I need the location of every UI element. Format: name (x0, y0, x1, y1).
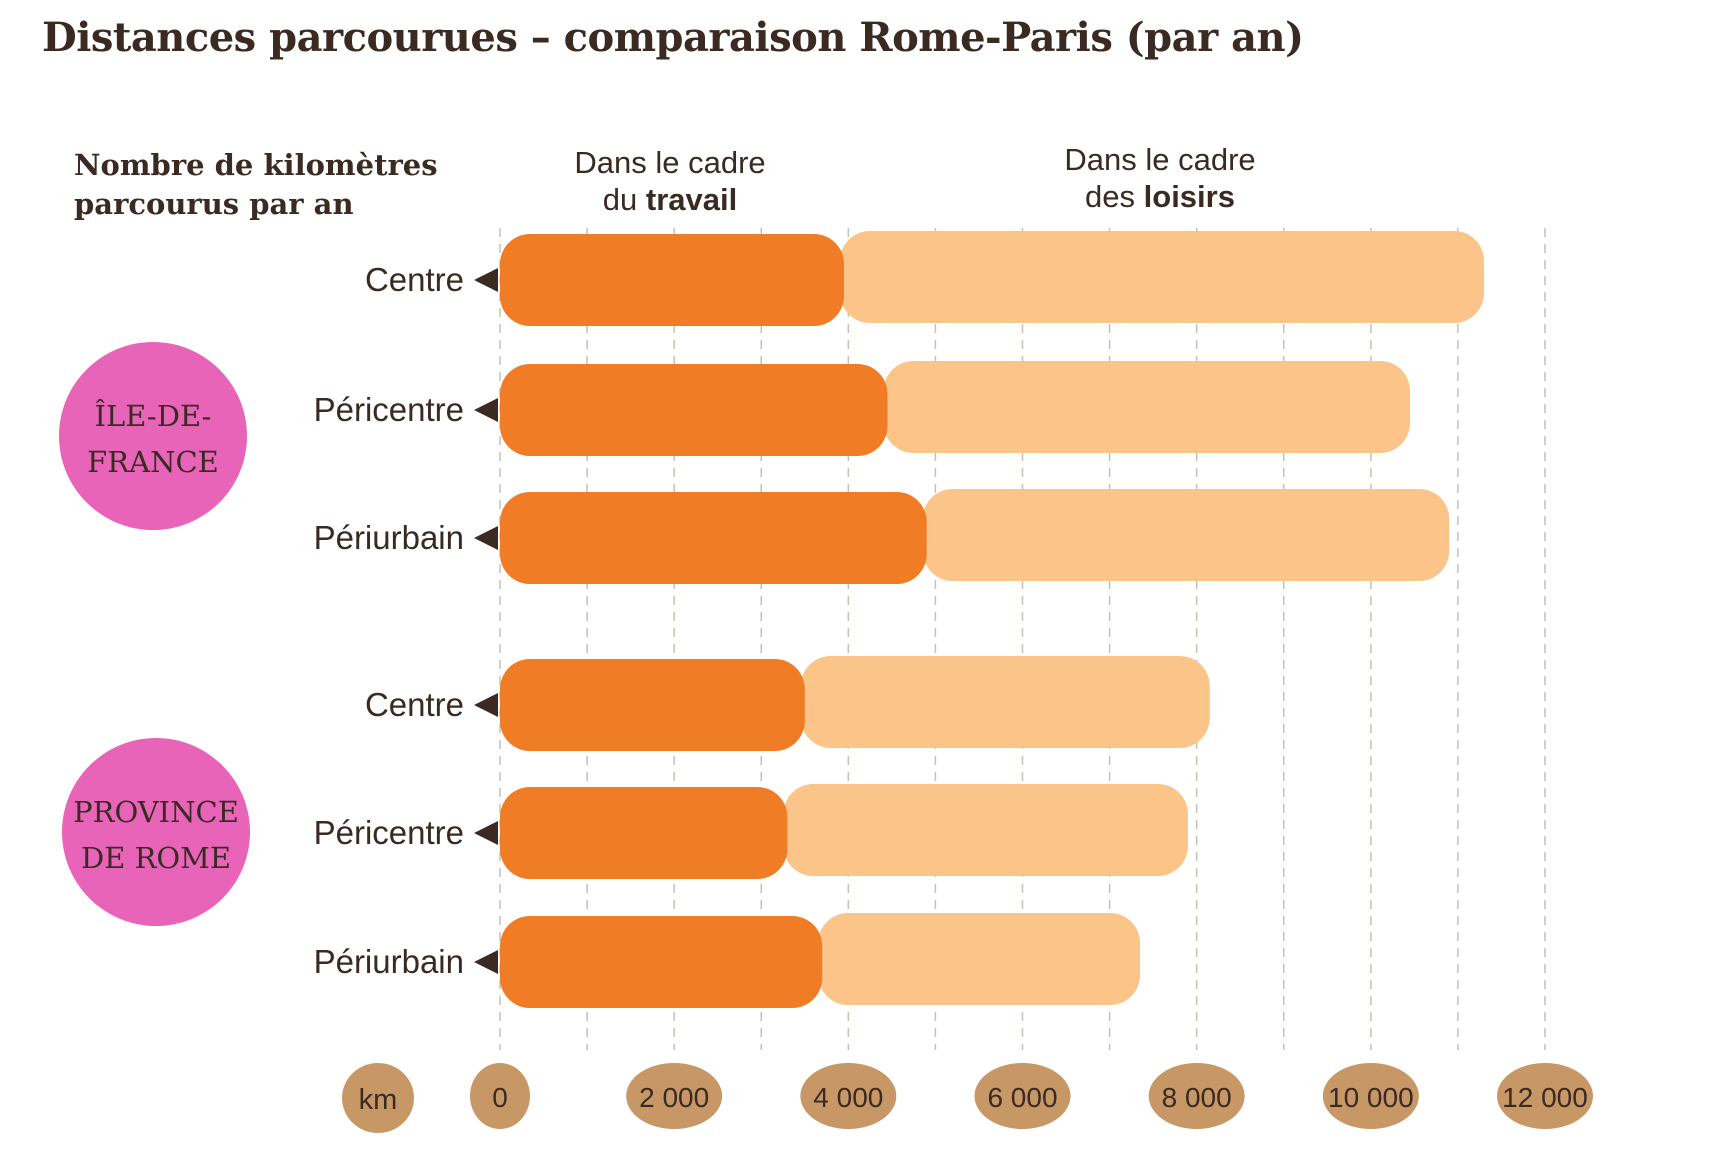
bar-work (500, 234, 844, 326)
category-label: Périurbain (314, 519, 464, 556)
tick-label: 6 000 (987, 1082, 1057, 1113)
tick-pill (626, 1063, 723, 1129)
tick-label: 10 000 (1328, 1082, 1414, 1113)
tick-pill (974, 1063, 1071, 1129)
row-pointer (474, 398, 498, 422)
y-axis-label-line-1: Nombre de kilomètres (74, 148, 438, 182)
header-leisure: Dans le cadre des loisirs (1010, 141, 1310, 215)
category-label: Péricentre (314, 814, 464, 851)
bar-leisure (800, 656, 1210, 748)
bar-leisure (883, 361, 1411, 453)
bar-work (500, 364, 888, 456)
bar-work (500, 492, 927, 584)
header-leisure-line-1: Dans le cadre (1064, 142, 1256, 177)
tick-pill (1497, 1063, 1593, 1129)
header-work-line-1: Dans le cadre (574, 145, 766, 180)
tick-label: 4 000 (813, 1082, 883, 1113)
header-leisure-line-2: des loisirs (1010, 178, 1310, 215)
tick-label: 12 000 (1502, 1082, 1588, 1113)
category-label: Centre (365, 686, 464, 723)
unit-pill (342, 1063, 414, 1133)
tick-label: 0 (492, 1082, 508, 1113)
row-pointer (474, 950, 498, 974)
tick-pill (800, 1063, 897, 1129)
row-pointer (474, 526, 498, 550)
header-leisure-bold: loisirs (1143, 179, 1235, 214)
bar-leisure (922, 489, 1450, 581)
y-axis-label-line-2: parcourus par an (74, 187, 354, 221)
category-label: Périurbain (314, 943, 464, 980)
bar-work (500, 916, 823, 1008)
row-pointer (474, 693, 498, 717)
header-work: Dans le cadre du travail (520, 144, 820, 218)
tick-pill (1322, 1063, 1419, 1129)
chart-title: Distances parcourues – comparaison Rome-… (42, 14, 1304, 61)
x-axis: km 0 2 000 4 000 6 000 8 000 10 000 12 000 (342, 1063, 1593, 1133)
bar-leisure (839, 231, 1485, 323)
header-work-prefix: du (602, 182, 646, 217)
row-pointer (474, 268, 498, 292)
bar-work (500, 659, 805, 751)
bar-leisure (818, 913, 1141, 1005)
y-axis-label: Nombre de kilomètres parcourus par an (74, 146, 514, 224)
bar-leisure (783, 784, 1188, 876)
group-province-de-rome: Centre Péricentre Périurbain PROVINCE DE ROM… (62, 656, 1210, 1008)
group-ile-de-france: Centre Péricentre Périurbain ÎLE-DE- FRANCE (59, 231, 1485, 584)
bar-work (500, 787, 788, 879)
tick-pill (1148, 1063, 1245, 1129)
region-label: FRANCE (87, 445, 219, 479)
region-circle (59, 342, 247, 530)
region-circle (62, 738, 250, 926)
region-label: PROVINCE (73, 795, 239, 829)
header-leisure-prefix: des (1085, 179, 1144, 214)
row-pointer (474, 821, 498, 845)
category-label: Centre (365, 261, 464, 298)
region-label: ÎLE-DE- (95, 398, 212, 433)
header-work-bold: travail (645, 182, 738, 217)
header-work-line-2: du travail (520, 181, 820, 218)
unit-label: km (359, 1084, 398, 1116)
category-label: Péricentre (314, 391, 464, 428)
region-label: DE ROME (81, 841, 231, 875)
tick-label: 8 000 (1162, 1082, 1232, 1113)
tick-label: 2 000 (639, 1082, 709, 1113)
tick-pill (470, 1063, 530, 1129)
